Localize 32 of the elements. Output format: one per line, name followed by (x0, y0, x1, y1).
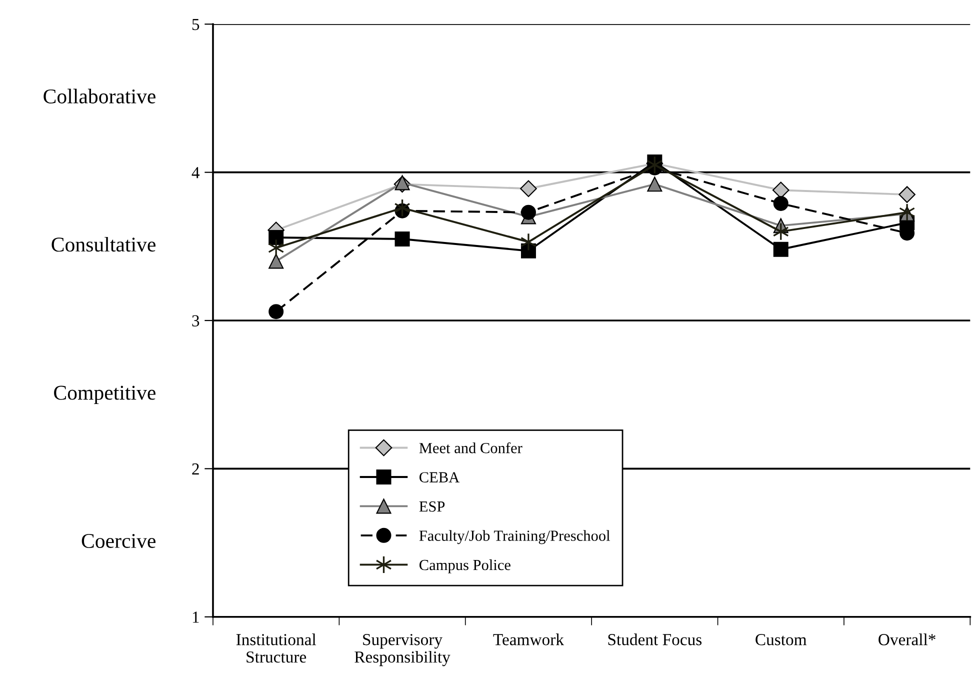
legend-label: Faculty/Job Training/Preschool (419, 530, 610, 544)
legend-label: CEBA (420, 472, 460, 482)
y-tick-label: 4 (192, 167, 200, 178)
point (647, 176, 662, 192)
point (773, 196, 788, 211)
point (520, 232, 537, 252)
point (898, 186, 916, 203)
text: Coercive (82, 534, 156, 548)
y-tick-label: 3 (192, 315, 200, 326)
y-tick-label: 1 (192, 612, 199, 623)
x-tick-label: Teamwork (493, 634, 564, 646)
x-tick-label: Institutional Structure (236, 634, 316, 663)
point (394, 232, 410, 247)
point (520, 204, 536, 220)
point (268, 230, 284, 246)
x-tick-label: Overall* (878, 634, 936, 646)
point (268, 254, 284, 269)
point (899, 203, 916, 222)
x-tick-label: Student Focus (608, 634, 702, 646)
legend-label: Meet and Confer (419, 442, 522, 454)
y-tick-label: 2 (192, 463, 199, 474)
legend-label: ESP (419, 501, 445, 512)
y-tick-label: 5 (192, 19, 200, 30)
text: Competitive (54, 386, 156, 404)
x-tick-label: Supervisory Responsibility (354, 634, 450, 666)
text: Consultative (52, 236, 156, 252)
point (773, 242, 788, 257)
x-tick-label: Custom (756, 634, 807, 646)
text: Collaborative (44, 88, 156, 104)
point (268, 304, 284, 320)
legend-label: Campus Police (420, 559, 510, 574)
point (520, 180, 537, 198)
